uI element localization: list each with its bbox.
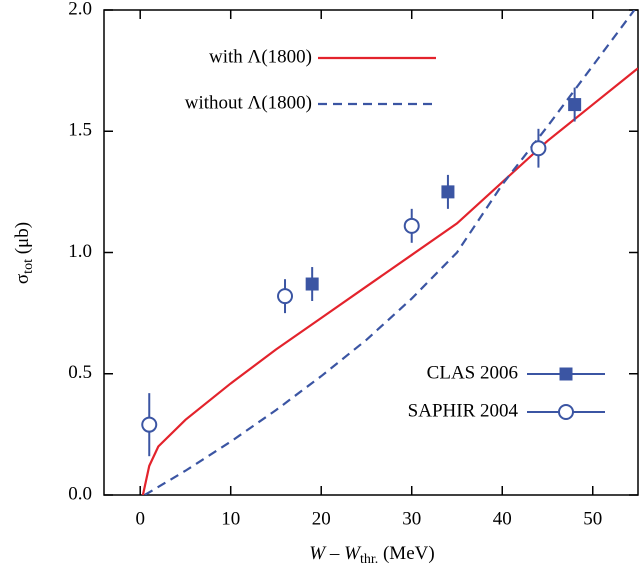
legend-label: without Λ(1800)	[185, 92, 312, 113]
marker	[305, 277, 319, 291]
y-tick-label: 2.0	[68, 0, 92, 19]
y-tick-label: 0.5	[68, 362, 92, 383]
y-tick-label: 0.0	[68, 483, 92, 504]
y-axis-label-part: (μb)	[12, 222, 33, 259]
legend-label: CLAS 2006	[427, 362, 518, 383]
x-axis-label: W – Wthr. (MeV)	[309, 543, 434, 567]
legend-marker	[558, 404, 574, 420]
marker	[277, 288, 294, 305]
y-axis-label-part: σ	[12, 274, 33, 284]
x-tick-label: 40	[493, 508, 512, 529]
series-line	[141, 67, 638, 495]
x-tick-label: 20	[312, 508, 331, 529]
marker	[530, 140, 547, 157]
legend-marker	[559, 367, 573, 381]
x-axis-label-part: (MeV)	[378, 543, 434, 564]
marker	[141, 416, 158, 433]
x-axis-label-part: W	[344, 543, 362, 564]
marker	[568, 98, 582, 112]
y-axis-label-part: tot	[21, 259, 36, 274]
plot-area	[141, 10, 638, 495]
x-axis-label-part: W	[309, 543, 327, 564]
marker	[403, 217, 420, 234]
legend-label: SAPHIR 2004	[408, 400, 519, 421]
x-tick-label: 10	[221, 508, 240, 529]
y-tick-label: 1.5	[68, 120, 92, 141]
legend-label: with Λ(1800)	[209, 46, 312, 67]
x-tick-label: 50	[583, 508, 602, 529]
marker	[441, 185, 455, 199]
x-axis-label-part: –	[325, 543, 344, 564]
y-axis-label: σtot (μb)	[12, 222, 36, 284]
y-tick-label: 1.0	[68, 241, 92, 262]
x-axis-label-part: thr.	[360, 552, 378, 567]
series-line	[144, 10, 636, 495]
x-tick-label: 0	[135, 508, 145, 529]
x-tick-label: 30	[402, 508, 421, 529]
